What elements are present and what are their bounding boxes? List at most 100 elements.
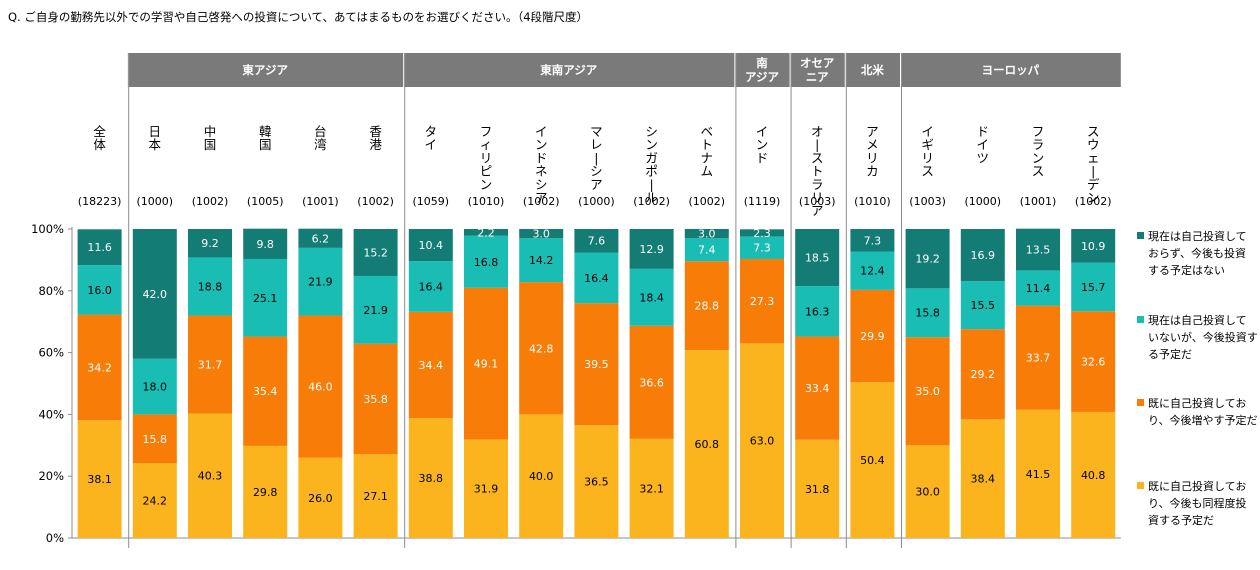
data-label: 32.1 (639, 482, 664, 495)
data-label: 9.2 (201, 237, 219, 250)
bar-segment (188, 315, 232, 414)
bar-segment (77, 314, 122, 421)
bar-segment (519, 229, 564, 239)
data-label: 7.4 (698, 244, 716, 257)
bar-segment (684, 229, 729, 239)
data-label: 9.8 (256, 238, 274, 251)
bar-segment (574, 229, 619, 253)
data-label: 33.4 (805, 382, 830, 395)
data-label: 7.6 (588, 235, 606, 248)
y-tick-label: 100% (31, 222, 64, 236)
sample-size-label: (1002) (689, 195, 726, 208)
category-label: インドネシア (535, 124, 548, 205)
data-label: 18.4 (639, 291, 664, 304)
data-label: 18.8 (198, 280, 223, 293)
data-label: 15.2 (363, 246, 388, 259)
legend-swatch (1137, 399, 1144, 406)
bar-segment (795, 229, 840, 287)
bar-segment (905, 337, 950, 446)
bar-segment (960, 281, 1005, 330)
sample-size-label: (1010) (468, 195, 505, 208)
data-label: 15.8 (915, 307, 940, 320)
bar-segment (905, 229, 950, 289)
y-tick-label: 80% (38, 284, 64, 298)
group-label-1: 東アジア (242, 63, 288, 77)
data-label: 16.3 (805, 305, 830, 318)
bar-segment (243, 336, 288, 446)
category-label: タイ (425, 124, 438, 152)
category-label: アメリカ (866, 124, 879, 179)
sample-size-label: (1000) (578, 195, 615, 208)
legend-entry: 現在は自己投資していないが、今後投資する予定だ (1148, 313, 1258, 361)
data-label: 29.9 (860, 330, 885, 343)
data-label: 16.9 (971, 249, 996, 262)
category-label: フランス (1032, 124, 1045, 179)
bar-segment (574, 425, 619, 538)
category-label: 台湾 (314, 124, 327, 152)
data-label: 7.3 (864, 234, 882, 247)
data-label: 40.3 (198, 470, 223, 483)
data-label: 39.5 (584, 358, 609, 371)
data-label: 38.1 (87, 473, 112, 486)
y-tick-label: 0% (46, 531, 64, 545)
data-label: 15.5 (971, 299, 996, 312)
data-label: 42.0 (143, 288, 168, 301)
sample-size-label: (1002) (523, 195, 560, 208)
group-label-5: 北米 (861, 63, 884, 77)
data-label: 41.5 (1026, 468, 1051, 481)
data-label: 35.4 (253, 385, 278, 398)
data-label: 21.9 (308, 276, 333, 289)
data-label: 15.7 (1081, 281, 1106, 294)
data-label: 35.0 (915, 385, 940, 398)
bar-segment (1071, 229, 1116, 263)
data-label: 10.4 (419, 239, 444, 252)
data-label: 50.4 (860, 454, 885, 467)
bar-segment (684, 261, 729, 351)
sample-size-label: (1010) (854, 195, 891, 208)
sample-size-label: (1002) (633, 195, 670, 208)
data-label: 12.9 (639, 243, 664, 256)
data-label: 19.2 (915, 253, 940, 266)
data-label: 18.5 (805, 252, 830, 265)
data-label: 32.6 (1081, 356, 1106, 369)
bar-segment (132, 414, 177, 464)
data-label: 16.4 (584, 272, 609, 285)
data-label: 24.2 (143, 495, 168, 508)
bar-segment (1016, 228, 1060, 271)
bar-segment (298, 315, 343, 458)
bar-segment (77, 265, 122, 315)
category-label: 香港 (369, 124, 382, 152)
bar-segment (1016, 270, 1060, 306)
data-label: 2.3 (753, 227, 771, 240)
bar-segment (243, 445, 288, 538)
data-label: 38.4 (971, 473, 996, 486)
category-label: フィリピン (480, 124, 493, 192)
data-label: 30.0 (915, 486, 940, 499)
legend-swatch (1137, 232, 1144, 239)
group-header-1 (127, 53, 404, 87)
category-label: オ|ストラリア (811, 124, 824, 218)
data-label: 16.0 (87, 284, 112, 297)
data-label: 63.0 (750, 435, 775, 448)
data-label: 31.9 (474, 483, 499, 496)
bar-segment (464, 439, 508, 538)
data-label: 6.2 (312, 232, 330, 245)
data-label: 34.4 (419, 359, 444, 372)
data-label: 42.8 (529, 342, 554, 355)
sample-size-label: (1059) (413, 195, 450, 208)
data-label: 40.0 (529, 470, 554, 483)
bar-segment (132, 463, 177, 538)
category-label: シンガポ|ル (645, 124, 658, 205)
group-label-4: オセアニア (800, 56, 835, 84)
bar-segment (574, 303, 619, 426)
bar-segment (740, 229, 784, 237)
bar-segment (77, 420, 122, 538)
data-label: 35.8 (363, 393, 388, 406)
legend-entry: 既に自己投資しており、今後も同程度投資する予定だ (1148, 479, 1247, 527)
bar-segment (1016, 305, 1060, 410)
bar-segment (1016, 409, 1060, 538)
data-label: 29.2 (971, 368, 996, 381)
category-label: ドイツ (977, 124, 990, 165)
question-text: Q. ご自身の勤務先以外での学習や自己啓発への投資について、あてはまるものをお選… (8, 10, 589, 24)
data-label: 3.0 (532, 228, 550, 241)
